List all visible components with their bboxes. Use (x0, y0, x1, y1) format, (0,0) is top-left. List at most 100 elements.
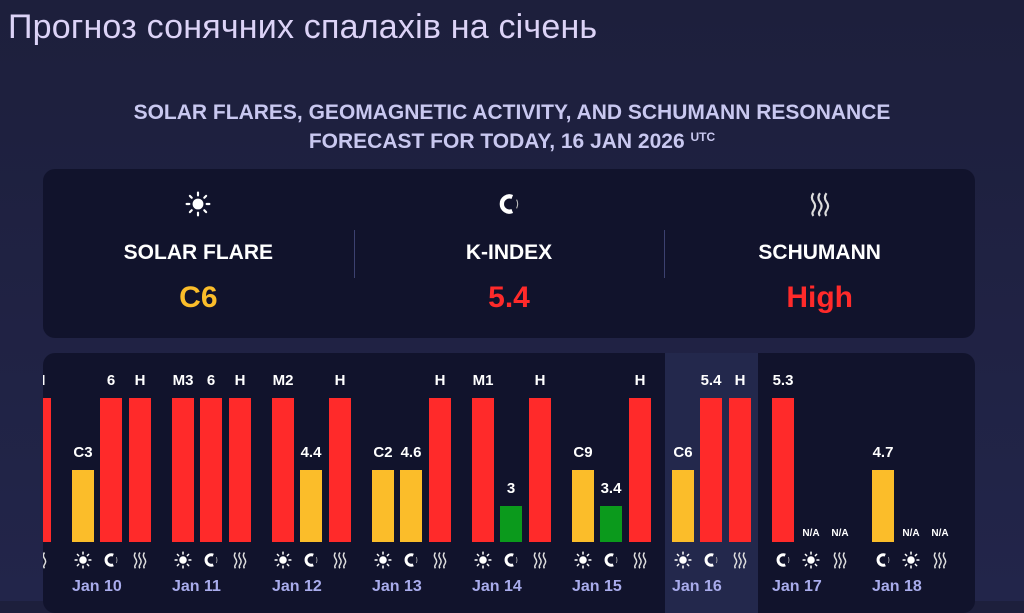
summary-value: 5.4 (488, 281, 530, 314)
day-date-label: Jan 15 (572, 578, 622, 595)
summary-k-index: K-INDEX 5.4 (353, 169, 665, 338)
day-column[interactable]: M1 3 H Jan 14 (472, 353, 572, 613)
schumann-bar[interactable] (329, 398, 351, 542)
sun-icon (372, 551, 394, 569)
day-date-label: Jan 11 (172, 578, 221, 595)
flare-bar[interactable] (72, 470, 94, 542)
k-index-value-label: 6 (206, 372, 216, 389)
k-index-bar[interactable] (872, 470, 894, 542)
summary-solar-flare: SOLAR FLARE C6 (43, 169, 354, 338)
flare-value-label: C2 (373, 444, 393, 461)
flare-bar[interactable] (572, 470, 594, 542)
schumann-bar[interactable] (43, 398, 51, 542)
schumann-value-label: H (734, 372, 746, 389)
waves-icon (729, 551, 751, 569)
schumann-value-label: H (134, 372, 146, 389)
day-column[interactable]: C2 4.6 H Jan 13 (372, 353, 472, 613)
schumann-value-label: H (43, 372, 60, 389)
flare-value-label: N/A (902, 528, 920, 539)
k-index-value-label: 5.4 (700, 372, 722, 389)
k-index-value-label: 4.7 (872, 444, 894, 461)
sun-icon (272, 551, 294, 569)
day-date-label: Jan 13 (372, 578, 422, 595)
day-column[interactable]: M2 4.4 H Jan 12 (272, 353, 372, 613)
schumann-bar[interactable] (529, 398, 551, 542)
k-index-bar[interactable] (700, 398, 722, 542)
flare-value-label: C3 (73, 444, 93, 461)
schumann-bar[interactable] (229, 398, 251, 542)
waves-icon (529, 551, 551, 569)
k-index-value-label: 4.6 (400, 444, 422, 461)
summary-value: High (786, 281, 853, 314)
sun-icon (172, 551, 194, 569)
day-column[interactable]: 4.7 N/A N/A Jan 18 (872, 353, 972, 613)
k-index-value-label: 6 (106, 372, 116, 389)
summary-label: K-INDEX (465, 241, 553, 264)
summary-schumann: SCHUMANN High (664, 169, 975, 338)
sun-icon (572, 551, 594, 569)
k-index-bar[interactable] (300, 470, 322, 542)
day-column[interactable]: C9 3.4 H Jan 15 (572, 353, 672, 613)
magnet-icon (354, 189, 665, 219)
schumann-value-label: N/A (831, 528, 849, 539)
summary-value: C6 (179, 281, 218, 314)
k-index-bar[interactable] (772, 398, 794, 542)
waves-icon (829, 551, 851, 569)
flare-bar[interactable] (172, 398, 194, 542)
day-date-label: Jan 12 (272, 578, 322, 595)
sun-icon (472, 551, 494, 569)
magnet-icon (700, 551, 722, 569)
subtitle-line-2: FORECAST FOR TODAY, 16 JAN 2026 (308, 130, 685, 153)
schumann-bar[interactable] (129, 398, 151, 542)
day-date-label: Jan 17 (772, 578, 822, 595)
schumann-bar[interactable] (429, 398, 451, 542)
flare-bar[interactable] (372, 470, 394, 542)
day-column[interactable]: H (43, 353, 72, 613)
flare-value-label: M2 (272, 372, 294, 389)
schumann-value-label: N/A (931, 528, 949, 539)
schumann-value-label: H (234, 372, 246, 389)
waves-icon (664, 189, 975, 219)
k-index-bar[interactable] (600, 506, 622, 542)
schumann-value-label: H (634, 372, 646, 389)
k-index-bar[interactable] (400, 470, 422, 542)
waves-icon (229, 551, 251, 569)
sun-icon (800, 551, 822, 569)
day-column[interactable]: M3 6 H Jan 11 (172, 353, 272, 613)
flare-value-label: C6 (673, 444, 693, 461)
day-column[interactable]: 5.3 N/A N/A Jan 17 (772, 353, 872, 613)
flare-value-label: M1 (472, 372, 494, 389)
waves-icon (129, 551, 151, 569)
daily-forecast-chart[interactable]: H C3 6 H Jan 10 M3 6 H Jan 11 M2 4.4 H Jan 12 C2 4.6 H J… (43, 353, 975, 613)
sun-icon (72, 551, 94, 569)
k-index-value-label: 5.3 (772, 372, 794, 389)
flare-bar[interactable] (272, 398, 294, 542)
flare-bar[interactable] (472, 398, 494, 542)
k-index-bar[interactable] (200, 398, 222, 542)
day-date-label: Jan 10 (72, 578, 122, 595)
flare-value-label: N/A (802, 528, 820, 539)
schumann-bar[interactable] (729, 398, 751, 542)
magnet-icon (500, 551, 522, 569)
today-summary-card: SOLAR FLARE C6 K-INDEX 5.4 SCHUMANN High (43, 169, 975, 338)
summary-label: SOLAR FLARE (123, 241, 273, 264)
magnet-icon (872, 551, 894, 569)
day-column[interactable]: C6 5.4 H Jan 16 (672, 353, 772, 613)
schumann-value-label: H (534, 372, 546, 389)
page-title: Прогноз сонячних спалахів на січень (8, 8, 598, 46)
sun-icon (900, 551, 922, 569)
schumann-value-label: H (434, 372, 446, 389)
utc-label: UTC (690, 130, 716, 144)
forecast-subtitle: SOLAR FLARES, GEOMAGNETIC ACTIVITY, AND … (0, 98, 1024, 156)
k-index-bar[interactable] (100, 398, 122, 542)
waves-icon (43, 551, 51, 569)
k-index-value-label: 4.4 (300, 444, 322, 461)
flare-value-label: C9 (573, 444, 593, 461)
k-index-bar[interactable] (500, 506, 522, 542)
day-column[interactable]: C3 6 H Jan 10 (72, 353, 172, 613)
flare-value-label: M3 (172, 372, 194, 389)
magnet-icon (772, 551, 794, 569)
waves-icon (429, 551, 451, 569)
flare-bar[interactable] (672, 470, 694, 542)
schumann-bar[interactable] (629, 398, 651, 542)
